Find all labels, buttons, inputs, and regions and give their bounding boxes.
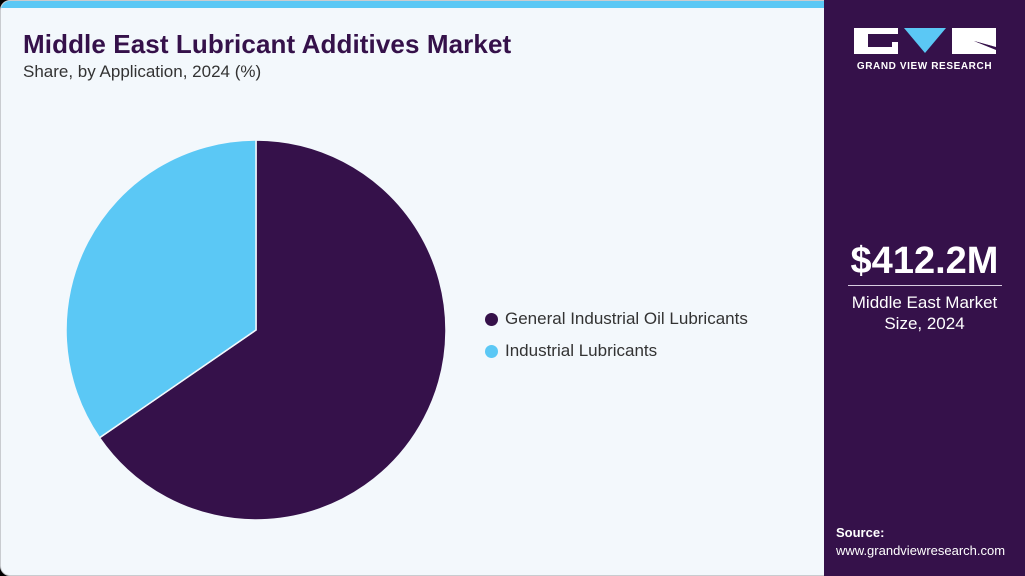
pie-slice-industrial-lubricants	[66, 140, 257, 439]
divider	[848, 285, 1002, 286]
legend-dot-icon	[485, 344, 498, 358]
pie-slice-general-industrial-oil-lubricants	[98, 140, 446, 520]
market-size-label: Middle East Market Size, 2024	[851, 293, 998, 333]
grand-view-research-logo-icon	[854, 28, 996, 54]
sidebar-panel: GRAND VIEW RESEARCH $412.2M Middle East …	[824, 0, 1025, 576]
legend-label: Industrial Lubricants	[505, 341, 658, 360]
chart-subtitle: Share, by Application, 2024 (%)	[23, 62, 262, 81]
logo-text: GRAND VIEW RESEARCH	[856, 61, 993, 72]
legend-item: General Industrial Oil Lubricants	[485, 303, 748, 335]
legend-dot-icon	[485, 312, 498, 326]
legend-item: Industrial Lubricants	[485, 335, 748, 367]
chart-title: Middle East Lubricant Additives Market	[23, 29, 512, 59]
accent-bar	[1, 1, 825, 8]
legend-label: General Industrial Oil Lubricants	[505, 309, 748, 328]
legend: General Industrial Oil Lubricants Industr…	[485, 303, 748, 367]
source-label: Source:	[836, 525, 885, 540]
source-link[interactable]: www.grandviewresearch.com	[836, 543, 1006, 558]
pie-chart	[66, 140, 446, 520]
market-size-value: $412.2M	[850, 240, 999, 282]
